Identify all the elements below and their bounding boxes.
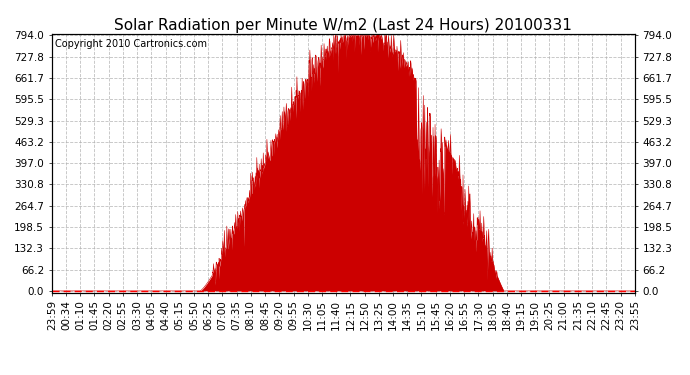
Title: Solar Radiation per Minute W/m2 (Last 24 Hours) 20100331: Solar Radiation per Minute W/m2 (Last 24… <box>115 18 572 33</box>
Text: Copyright 2010 Cartronics.com: Copyright 2010 Cartronics.com <box>55 39 207 49</box>
